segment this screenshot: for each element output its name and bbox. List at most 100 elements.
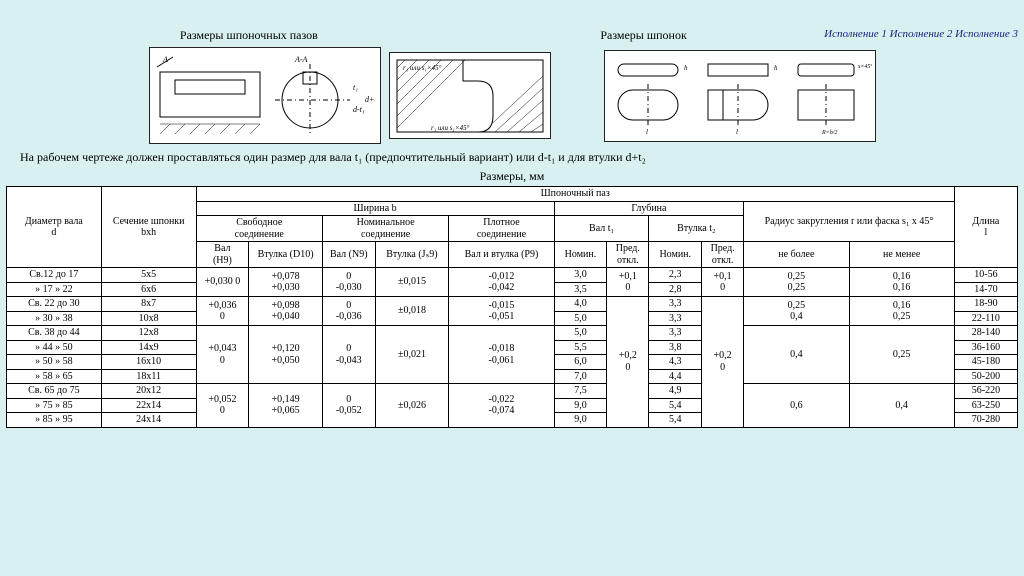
- table-cell: 8x7: [101, 297, 196, 312]
- table-cell: +0,052 0: [196, 384, 249, 428]
- table-cell: 18x11: [101, 369, 196, 384]
- table-cell: Св.12 до 17: [7, 268, 102, 283]
- th-t1: Вал t₁: [554, 216, 649, 242]
- table-cell: 3,8: [649, 340, 702, 355]
- table-cell: 5,5: [554, 340, 607, 355]
- th-nom2: Номин.: [649, 242, 702, 268]
- table-cell: 22x14: [101, 398, 196, 413]
- table-cell: +0,078 +0,030: [249, 268, 323, 297]
- th-key-section: Сечение шпонки bxh: [101, 187, 196, 268]
- table-cell: 3,0: [554, 268, 607, 283]
- svg-text:r₁ или s₁×45°: r₁ или s₁×45°: [431, 124, 470, 132]
- svg-text:d+t₂: d+t₂: [365, 95, 375, 104]
- th-keyway: Шпоночный паз: [196, 187, 954, 202]
- diagram-key-variants: h h s×45° R=b/2 l l: [604, 50, 876, 142]
- table-cell: 0,25 0,4: [744, 297, 849, 326]
- table-cell: 10-56: [954, 268, 1017, 283]
- table-cell: » 58 » 65: [7, 369, 102, 384]
- th-tol1: Пред. откл.: [607, 242, 649, 268]
- diagram-groove-shaft: A A-A t₁ d-t₁ d+t₂: [149, 47, 381, 144]
- table-cell: +0,030 0: [196, 268, 249, 297]
- table-cell: 6x6: [101, 282, 196, 297]
- dimensions-table: Диаметр вала d Сечение шпонки bxh Шпоноч…: [6, 186, 1018, 428]
- th-d10: Втулка (D10): [249, 242, 323, 268]
- table-cell: 0,25 0,25: [744, 268, 849, 297]
- table-cell: Св. 38 до 44: [7, 326, 102, 341]
- title-keys: Размеры шпонок: [492, 28, 796, 43]
- table-cell: 0 -0,030: [322, 268, 375, 297]
- table-cell: 45-180: [954, 355, 1017, 370]
- table-cell: 5,4: [649, 398, 702, 413]
- th-nominal: Номинальное соединение: [322, 216, 448, 242]
- table-cell: -0,015 -0,051: [449, 297, 554, 326]
- table-cell: 5,0: [554, 311, 607, 326]
- table-cell: 0 -0,036: [322, 297, 375, 326]
- table-cell: ±0,026: [375, 384, 449, 428]
- table-cell: 3,3: [649, 297, 702, 312]
- table-cell: 14x9: [101, 340, 196, 355]
- table-cell: 22-110: [954, 311, 1017, 326]
- table-cell: 0,6: [744, 384, 849, 428]
- th-n9: Вал (N9): [322, 242, 375, 268]
- table-cell: 12x8: [101, 326, 196, 341]
- table-cell: 10x8: [101, 311, 196, 326]
- svg-text:h: h: [774, 64, 778, 72]
- table-cell: -0,018 -0,061: [449, 326, 554, 384]
- th-tight: Плотное соединение: [449, 216, 554, 242]
- table-cell: 0,16 0,16: [849, 268, 954, 297]
- table-cell: 4,3: [649, 355, 702, 370]
- table-cell: 5,4: [649, 413, 702, 428]
- table-cell: -0,022 -0,074: [449, 384, 554, 428]
- table-cell: 4,9: [649, 384, 702, 399]
- th-js9: Втулка (Jₛ9): [375, 242, 449, 268]
- table-cell: 24x14: [101, 413, 196, 428]
- table-cell: » 17 » 22: [7, 282, 102, 297]
- th-width: Ширина b: [196, 201, 554, 216]
- th-length: Длина l: [954, 187, 1017, 268]
- table-cell: 4,0: [554, 297, 607, 312]
- table-cell: Св. 65 до 75: [7, 384, 102, 399]
- th-not-less: не менее: [849, 242, 954, 268]
- table-cell: 9,0: [554, 398, 607, 413]
- table-cell: 0 -0,052: [322, 384, 375, 428]
- table-cell: 7,0: [554, 369, 607, 384]
- th-free: Свободное соединение: [196, 216, 322, 242]
- table-cell: +0,043 0: [196, 326, 249, 384]
- table-cell: +0,2 0: [607, 297, 649, 428]
- title-grooves: Размеры шпоночных пазов: [6, 28, 492, 43]
- th-t2: Втулка t₂: [649, 216, 744, 242]
- table-cell: ±0,015: [375, 268, 449, 297]
- th-not-more: не более: [744, 242, 849, 268]
- table-cell: 0 -0,043: [322, 326, 375, 384]
- th-shaft-dia: Диаметр вала d: [7, 187, 102, 268]
- table-cell: 0,4: [744, 326, 849, 384]
- th-nom1: Номин.: [554, 242, 607, 268]
- table-cell: 6,0: [554, 355, 607, 370]
- svg-text:h: h: [684, 64, 688, 72]
- table-cell: 0,25: [849, 326, 954, 384]
- table-cell: » 85 » 95: [7, 413, 102, 428]
- table-cell: +0,149 +0,065: [249, 384, 323, 428]
- table-cell: 20x12: [101, 384, 196, 399]
- diagram-groove-hub: r₁ или s₁×45° r₁ или s₁×45°: [389, 52, 551, 139]
- table-cell: 5,0: [554, 326, 607, 341]
- table-cell: 4,4: [649, 369, 702, 384]
- table-cell: +0,2 0: [702, 297, 744, 428]
- table-cell: 9,0: [554, 413, 607, 428]
- svg-text:t₁: t₁: [353, 83, 358, 92]
- svg-text:l: l: [736, 128, 738, 136]
- th-h9: Вал (H9): [196, 242, 249, 268]
- table-cell: » 75 » 85: [7, 398, 102, 413]
- table-cell: 3,5: [554, 282, 607, 297]
- table-cell: 7,5: [554, 384, 607, 399]
- table-cell: +0,1 0: [702, 268, 744, 297]
- svg-text:A: A: [162, 55, 168, 64]
- svg-text:A-A: A-A: [294, 55, 308, 64]
- table-cell: 18-90: [954, 297, 1017, 312]
- th-tol2: Пред. откл.: [702, 242, 744, 268]
- table-cell: +0,036 0: [196, 297, 249, 326]
- table-cell: 28-140: [954, 326, 1017, 341]
- table-cell: 0,4: [849, 384, 954, 428]
- table-cell: 70-280: [954, 413, 1017, 428]
- drawing-note: На рабочем чертеже должен проставляться …: [20, 150, 1018, 165]
